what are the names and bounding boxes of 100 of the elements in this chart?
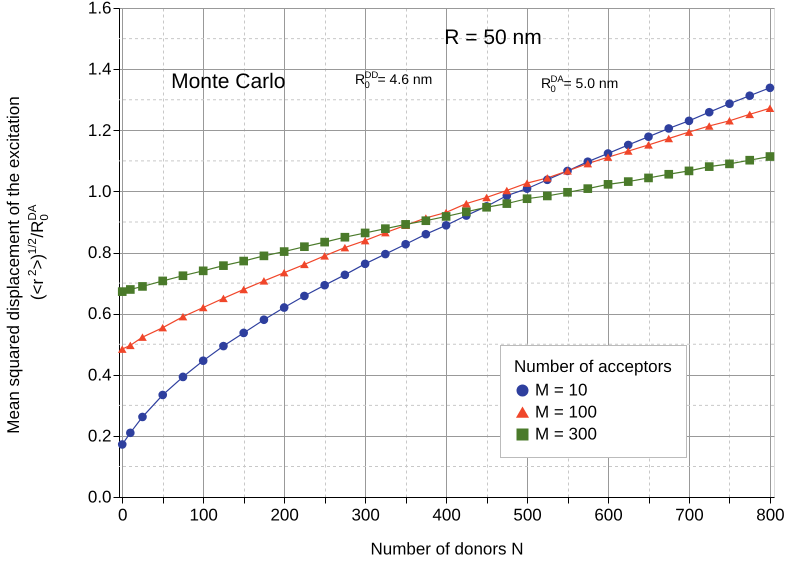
point [766, 83, 774, 92]
point [198, 266, 208, 276]
point [684, 116, 694, 126]
point [522, 179, 532, 187]
point [542, 174, 552, 182]
x-tick-label: 700 [675, 506, 704, 524]
point [260, 252, 268, 260]
x-tick-label: 600 [594, 506, 623, 524]
point [138, 412, 147, 422]
y-tick-label: 1.6 [88, 0, 112, 18]
x-axis-title: Number of donors N [370, 540, 524, 558]
point [126, 342, 135, 350]
point [644, 174, 653, 182]
point [583, 160, 592, 168]
annotation: Monte Carlo [171, 70, 286, 93]
legend-label: M = 300 [535, 424, 597, 444]
point [126, 428, 135, 438]
point [462, 208, 471, 216]
x-tick-label: 800 [756, 506, 785, 524]
point [280, 247, 288, 256]
x-tick-label: 400 [432, 506, 461, 524]
point [704, 122, 714, 130]
point [340, 232, 350, 242]
point [442, 220, 450, 230]
point [320, 252, 329, 260]
point [300, 292, 309, 300]
point [178, 271, 188, 280]
point [381, 250, 390, 258]
point [766, 152, 774, 161]
y-tick-label: 1.4 [88, 60, 112, 79]
point [219, 342, 228, 350]
point [138, 333, 147, 341]
point [462, 200, 471, 208]
point [745, 110, 754, 118]
point [745, 91, 754, 100]
point [502, 186, 512, 194]
point [360, 259, 370, 268]
point [563, 188, 572, 197]
point [300, 260, 309, 268]
point [126, 285, 135, 294]
legend-title: Number of acceptors [514, 357, 672, 376]
point [725, 160, 734, 168]
point [118, 440, 127, 449]
point [239, 328, 248, 338]
point [725, 117, 734, 125]
point [381, 224, 390, 233]
point [542, 192, 552, 200]
y-tick-label: 0.6 [88, 304, 112, 324]
point [522, 194, 532, 204]
legend-label: M = 100 [535, 402, 597, 422]
point [158, 276, 168, 286]
point [178, 312, 188, 320]
point [583, 184, 592, 193]
point [280, 303, 288, 312]
point [624, 177, 633, 186]
x-tick-label: 500 [513, 506, 542, 524]
point [442, 212, 450, 221]
point [300, 242, 309, 252]
point [158, 390, 168, 400]
point [198, 356, 208, 366]
point [704, 108, 714, 117]
x-tick-label: 300 [351, 506, 380, 524]
x-tick-label: 100 [190, 506, 218, 524]
point [664, 124, 674, 133]
point [684, 128, 694, 136]
point [604, 180, 612, 189]
y-tick-label: 0.4 [88, 365, 112, 384]
point [118, 345, 127, 353]
point [624, 140, 633, 150]
point [320, 238, 329, 246]
annotation: R = 50 nm [444, 26, 542, 49]
y-tick-label: 0.8 [88, 243, 112, 262]
point [360, 228, 370, 238]
point [360, 236, 370, 244]
point [725, 99, 734, 108]
point [704, 162, 714, 171]
point [260, 315, 268, 324]
legend-label: M = 10 [535, 380, 588, 400]
y-tick-label: 1.0 [88, 182, 112, 201]
point [664, 170, 674, 179]
point [604, 153, 612, 161]
point [482, 194, 491, 202]
y-tick-label: 0.2 [88, 426, 112, 446]
point [198, 304, 208, 312]
x-tick-label: 0 [118, 506, 128, 524]
point [422, 230, 430, 238]
point [684, 166, 694, 176]
point [624, 147, 633, 155]
point [340, 244, 350, 252]
point [158, 324, 168, 332]
point [644, 132, 653, 141]
point [239, 256, 248, 266]
point [766, 104, 774, 112]
y-tick-label: 0.0 [88, 488, 112, 506]
point [239, 286, 248, 294]
point [340, 270, 350, 280]
point [219, 294, 228, 302]
y-tick-label: 1.2 [88, 120, 112, 140]
point [664, 134, 674, 142]
point [178, 372, 188, 382]
